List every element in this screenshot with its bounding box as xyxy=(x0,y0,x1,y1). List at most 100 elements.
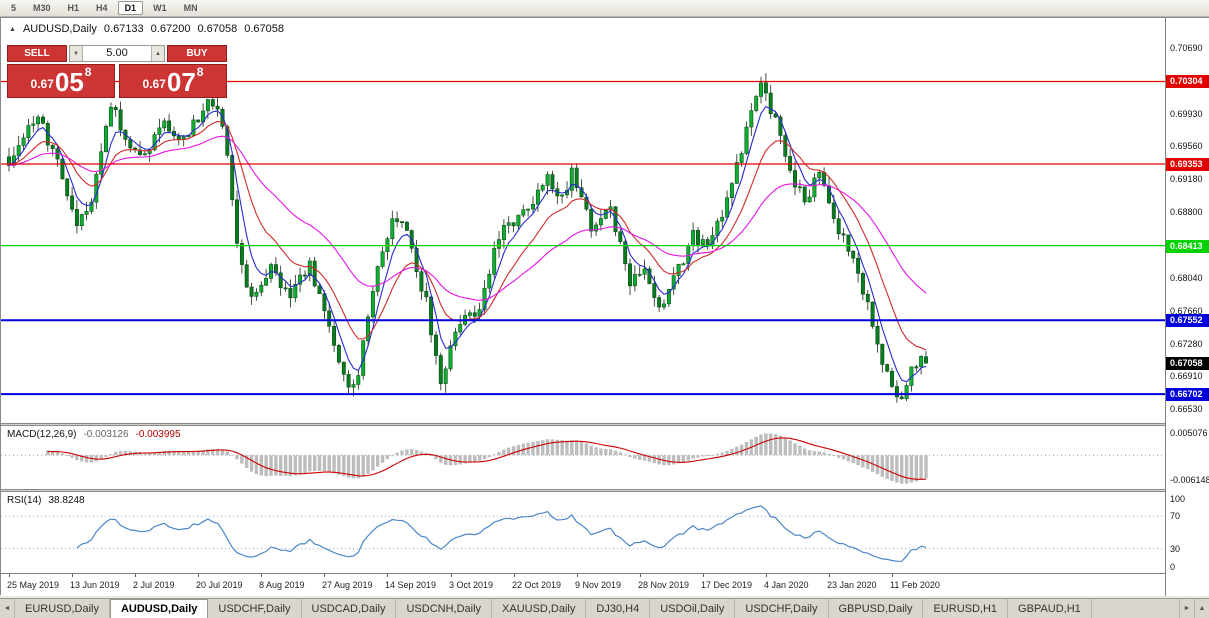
time-axis-tick xyxy=(72,574,73,577)
volume-value[interactable]: 5.00 xyxy=(106,47,128,59)
one-click-trade-panel: SELL ▼ 5.00 ▲ BUY 0.67 05 8 0.67 07 8 xyxy=(7,45,227,98)
time-axis-tick xyxy=(829,574,830,577)
tab-list-icon[interactable]: ▲ xyxy=(1194,599,1209,618)
time-axis-tick xyxy=(135,574,136,577)
rsi-axis-label: 70 xyxy=(1170,511,1181,521)
timeframe-button-MN[interactable]: MN xyxy=(183,3,198,13)
chart-tab-usdchf-daily[interactable]: USDCHF,Daily xyxy=(208,599,302,618)
macd-signal-value: -0.003995 xyxy=(135,429,181,440)
time-axis-label: 20 Jul 2019 xyxy=(196,580,243,590)
macd-title: MACD(12,26,9) xyxy=(7,429,77,440)
volume-input[interactable]: ▼ 5.00 ▲ xyxy=(69,45,165,62)
macd-axis-min: -0.006148 xyxy=(1170,475,1209,485)
price-axis-tick: 0.69560 xyxy=(1170,141,1203,151)
volume-increase-icon[interactable]: ▲ xyxy=(151,46,164,61)
price-axis[interactable]: 0.70690 0.69930 0.69560 0.69180 0.68800 0.680… xyxy=(1165,18,1209,596)
chart-tab-usdcad-daily[interactable]: USDCAD,Daily xyxy=(302,599,397,618)
buy-price-display[interactable]: 0.67 07 8 xyxy=(119,64,227,98)
time-axis-label: 27 Aug 2019 xyxy=(322,580,373,590)
timeframe-button-W1[interactable]: W1 xyxy=(153,3,167,13)
time-axis-label: 28 Nov 2019 xyxy=(638,580,690,590)
price-axis-tick: 0.66530 xyxy=(1170,404,1203,414)
time-axis-tick xyxy=(198,574,199,577)
rsi-indicator-pane[interactable] xyxy=(1,492,1165,573)
time-axis-tick xyxy=(766,574,767,577)
timeframe-button-H1[interactable]: H1 xyxy=(67,3,80,13)
ohlc-close: 0.67058 xyxy=(244,23,284,35)
volume-decrease-icon[interactable]: ▼ xyxy=(70,46,83,61)
timeframe-button-D1[interactable]: D1 xyxy=(117,1,144,15)
chart-window: ▲ AUDUSD,Daily 0.67133 0.67200 0.67058 0… xyxy=(0,17,1209,596)
chart-tab-audusd-daily[interactable]: AUDUSD,Daily xyxy=(109,599,209,618)
collapse-arrow-icon[interactable]: ▲ xyxy=(9,25,16,33)
time-axis-label: 23 Jan 2020 xyxy=(827,580,877,590)
price-axis-tick: 0.70690 xyxy=(1170,43,1203,53)
chart-tab-dj30-h4[interactable]: DJ30,H4 xyxy=(586,599,651,618)
chart-ohlc-header: ▲ AUDUSD,Daily 0.67133 0.67200 0.67058 0… xyxy=(9,23,284,35)
price-axis-tick: 0.69180 xyxy=(1170,174,1203,184)
time-axis-label: 25 May 2019 xyxy=(7,580,60,590)
price-axis-tick: 0.67660 xyxy=(1170,306,1203,316)
tab-scroll-left-icon[interactable]: ◄ xyxy=(0,599,15,618)
macd-header: MACD(12,26,9) -0.003126 -0.003995 xyxy=(7,429,181,440)
time-axis-tick xyxy=(451,574,452,577)
time-axis-label: 14 Sep 2019 xyxy=(385,580,437,590)
chart-tab-xauusd-daily[interactable]: XAUUSD,Daily xyxy=(492,599,587,618)
chart-tab-usdoil-daily[interactable]: USDOil,Daily xyxy=(650,599,736,618)
chart-tab-usdcnh-daily[interactable]: USDCNH,Daily xyxy=(396,599,493,618)
chart-tab-gbpaud-h1[interactable]: GBPAUD,H1 xyxy=(1008,599,1092,618)
chart-tab-eurusd-daily[interactable]: EURUSD,Daily xyxy=(15,599,110,618)
time-axis-label: 13 Jun 2019 xyxy=(70,580,120,590)
ohlc-open: 0.67133 xyxy=(103,23,144,35)
time-axis[interactable]: 25 May 2019 13 Jun 2019 2 Jul 2019 20 Jul 2… xyxy=(1,573,1165,596)
time-axis-label: 4 Jan 2020 xyxy=(764,580,809,590)
macd-indicator-pane[interactable] xyxy=(1,426,1165,489)
sell-price-display[interactable]: 0.67 05 8 xyxy=(7,64,115,98)
ohlc-low: 0.67058 xyxy=(197,23,238,35)
time-axis-tick xyxy=(892,574,893,577)
time-axis-label: 22 Oct 2019 xyxy=(512,580,562,590)
pane-separator[interactable] xyxy=(1,489,1208,492)
chart-tab-usdchf-daily[interactable]: USDCHF,Daily xyxy=(735,599,829,618)
rsi-axis-label: 100 xyxy=(1170,494,1186,504)
chart-tab-gbpusd-daily[interactable]: GBPUSD,Daily xyxy=(829,599,924,618)
timeframe-button-M30[interactable]: M30 xyxy=(33,3,51,13)
hline-price-tag[interactable]: 0.70304 xyxy=(1166,75,1209,88)
pane-separator[interactable] xyxy=(1,423,1208,426)
price-axis-tick: 0.68800 xyxy=(1170,207,1203,217)
chart-tabbar: ◄ EURUSD,Daily AUDUSD,Daily USDCHF,Daily US… xyxy=(0,598,1209,618)
price-axis-tick: 0.68040 xyxy=(1170,273,1203,283)
chart-tab-eurusd-h1[interactable]: EURUSD,H1 xyxy=(923,599,1009,618)
time-axis-label: 2 Jul 2019 xyxy=(133,580,175,590)
hline-price-tag[interactable]: 0.69353 xyxy=(1166,158,1209,171)
rsi-axis-label: 0 xyxy=(1170,562,1176,572)
time-axis-tick xyxy=(640,574,641,577)
rsi-title: RSI(14) xyxy=(7,495,42,506)
time-axis-tick xyxy=(703,574,704,577)
hline-price-tag[interactable]: 0.67552 xyxy=(1166,314,1209,327)
time-axis-tick xyxy=(9,574,10,577)
time-axis-tick xyxy=(577,574,578,577)
price-axis-tick: 0.67280 xyxy=(1170,339,1203,349)
buy-button[interactable]: BUY xyxy=(167,45,227,62)
time-axis-label: 11 Feb 2020 xyxy=(890,580,940,590)
hline-price-tag[interactable]: 0.66702 xyxy=(1166,388,1209,401)
price-axis-tick: 0.66910 xyxy=(1170,371,1203,381)
timeframe-button-5[interactable]: 5 xyxy=(11,3,17,13)
hline-price-tag[interactable]: 0.68413 xyxy=(1166,240,1209,253)
sell-price-sup: 8 xyxy=(84,65,92,79)
time-axis-label: 9 Nov 2019 xyxy=(575,580,622,590)
chart-tabbar-tabs: EURUSD,Daily AUDUSD,Daily USDCHF,Daily USDC… xyxy=(15,599,1179,618)
macd-axis-max: 0.005076 xyxy=(1170,428,1208,438)
time-axis-tick xyxy=(514,574,515,577)
main-price-chart[interactable] xyxy=(1,18,1165,423)
rsi-value: 38.8248 xyxy=(48,495,85,506)
timeframe-toolbar: 5 M30 H1 H4 D1 W1 MN xyxy=(0,0,1209,17)
timeframe-button-H4[interactable]: H4 xyxy=(96,3,108,13)
price-axis-tick: 0.69930 xyxy=(1170,109,1203,119)
tab-scroll-right-icon[interactable]: ► xyxy=(1179,599,1194,618)
sell-button[interactable]: SELL xyxy=(7,45,67,62)
time-axis-label: 3 Oct 2019 xyxy=(449,580,494,590)
ohlc-high: 0.67200 xyxy=(150,23,191,35)
